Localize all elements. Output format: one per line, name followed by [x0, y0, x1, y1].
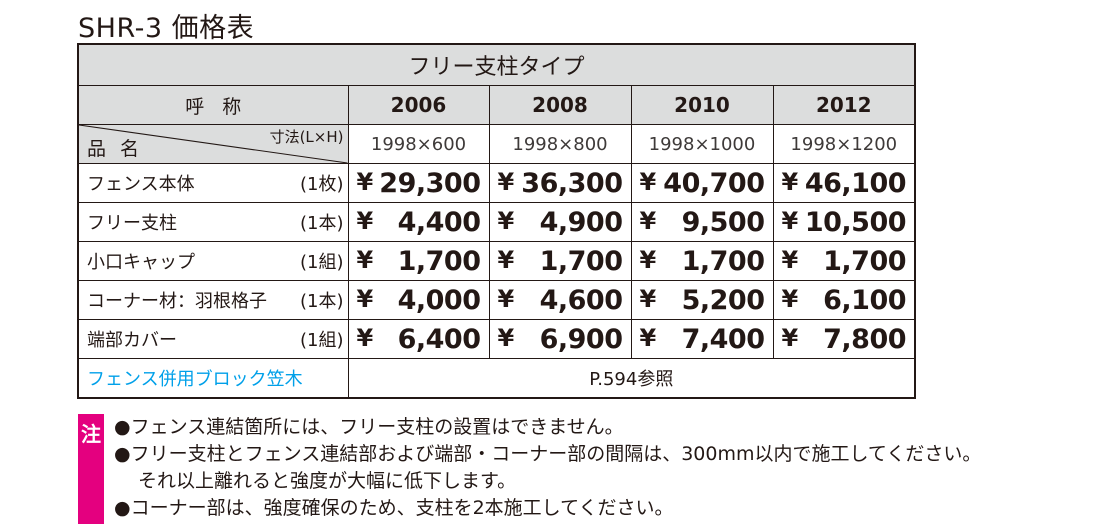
- item-unit: (1組): [300, 330, 344, 351]
- note-line: それ以上離れると強度が大幅に低下します。: [138, 470, 517, 492]
- accessory-link[interactable]: フェンス併用ブロック笠木: [77, 358, 349, 399]
- page-title: SHR-3 価格表: [78, 13, 255, 44]
- yen-sign: ¥: [781, 284, 799, 313]
- hinmei-label: 品名: [87, 138, 154, 160]
- item-name: 端部カバー: [87, 330, 177, 351]
- yen-sign: ¥: [781, 245, 799, 274]
- sunpo-label: 寸法(L×H): [269, 128, 344, 146]
- yen-sign: ¥: [356, 167, 374, 196]
- price-value: 36,300: [521, 167, 623, 199]
- yen-sign: ¥: [497, 323, 515, 352]
- yen-sign: ¥: [356, 245, 374, 274]
- price-value: 7,400: [681, 323, 765, 355]
- price-value: 1,700: [539, 245, 623, 277]
- dim-2010: 1998×1000: [630, 124, 774, 164]
- yen-sign: ¥: [639, 245, 657, 274]
- item-unit: (1本): [300, 213, 344, 234]
- code-2006: 2006: [347, 85, 490, 125]
- yen-sign: ¥: [781, 323, 799, 352]
- item-unit: (1枚): [300, 174, 344, 195]
- price-value: 6,400: [397, 323, 481, 355]
- item-name: コーナー材：羽根格子: [87, 291, 267, 312]
- price-value: 6,100: [823, 284, 907, 316]
- item-unit: (1本): [300, 291, 344, 312]
- yen-sign: ¥: [639, 323, 657, 352]
- code-2008: 2008: [488, 85, 632, 125]
- table-row: 小口キャップ (1組) ¥1,700 ¥1,700 ¥1,700 ¥1,700: [77, 241, 916, 281]
- price-value: 4,000: [397, 284, 481, 316]
- price-value: 7,800: [823, 323, 907, 355]
- accessory-row: フェンス併用ブロック笠木 P.594参照: [77, 358, 916, 399]
- yen-sign: ¥: [639, 206, 657, 235]
- note-line: ●フェンス連結箇所には、フリー支柱の設置はできません。: [114, 416, 624, 438]
- yen-sign: ¥: [356, 284, 374, 313]
- price-value: 40,700: [663, 167, 765, 199]
- dim-2006: 1998×600: [347, 124, 490, 164]
- code-2012: 2012: [772, 85, 916, 125]
- code-2010: 2010: [630, 85, 774, 125]
- yen-sign: ¥: [497, 167, 515, 196]
- hinmei-sunpo-cell: 寸法(L×H) 品名: [77, 124, 349, 164]
- type-header: フリー支柱タイプ: [77, 43, 916, 86]
- item-name: 小口キャップ: [87, 252, 195, 273]
- price-value: 6,900: [539, 323, 623, 355]
- accessory-ref: P.594参照: [347, 358, 916, 399]
- price-value: 1,700: [681, 245, 765, 277]
- yen-sign: ¥: [497, 206, 515, 235]
- price-value: 29,300: [379, 167, 481, 199]
- yen-sign: ¥: [781, 206, 799, 235]
- yobi-label: 呼称: [77, 85, 349, 125]
- price-value: 4,600: [539, 284, 623, 316]
- yen-sign: ¥: [497, 284, 515, 313]
- table-row: 端部カバー (1組) ¥6,400 ¥6,900 ¥7,400 ¥7,800: [77, 319, 916, 359]
- price-value: 10,500: [804, 206, 907, 238]
- yen-sign: ¥: [356, 206, 374, 235]
- dim-2008: 1998×800: [488, 124, 632, 164]
- price-value: 5,200: [681, 284, 765, 316]
- yen-sign: ¥: [497, 245, 515, 274]
- yen-sign: ¥: [781, 167, 799, 196]
- yen-sign: ¥: [639, 284, 657, 313]
- table-row: フェンス本体 (1枚) ¥29,300 ¥36,300 ¥40,700 ¥46,1…: [77, 163, 916, 203]
- dim-2012: 1998×1200: [772, 124, 916, 164]
- yen-sign: ¥: [356, 323, 374, 352]
- table-row: コーナー材：羽根格子 (1本) ¥4,000 ¥4,600 ¥5,200 ¥6,1…: [77, 280, 916, 320]
- price-value: 46,100: [804, 167, 907, 199]
- note-badge: 注: [78, 414, 104, 524]
- price-value: 9,500: [681, 206, 765, 238]
- notes-section: 注 ●フェンス連結箇所には、フリー支柱の設置はできません。 ●フリー支柱とフェン…: [78, 414, 1088, 524]
- item-unit: (1組): [300, 252, 344, 273]
- note-line: ●コーナー部は、強度確保のため、支柱を2本施工してください。: [114, 497, 674, 519]
- item-name: フリー支柱: [87, 213, 177, 234]
- yen-sign: ¥: [639, 167, 657, 196]
- price-value: 1,700: [397, 245, 481, 277]
- note-line: ●フリー支柱とフェンス連結部および端部・コーナー部の間隔は、300mm以内で施工…: [114, 443, 982, 465]
- price-value: 1,700: [823, 245, 907, 277]
- price-value: 4,900: [539, 206, 623, 238]
- price-value: 4,400: [397, 206, 481, 238]
- item-name: フェンス本体: [87, 174, 195, 195]
- price-table: フリー支柱タイプ 呼称 2006 2008 2010 2012 寸法(L×H) …: [77, 43, 917, 399]
- diagonal-divider: [79, 125, 348, 163]
- table-row: フリー支柱 (1本) ¥4,400 ¥4,900 ¥9,500 ¥10,500: [77, 202, 916, 242]
